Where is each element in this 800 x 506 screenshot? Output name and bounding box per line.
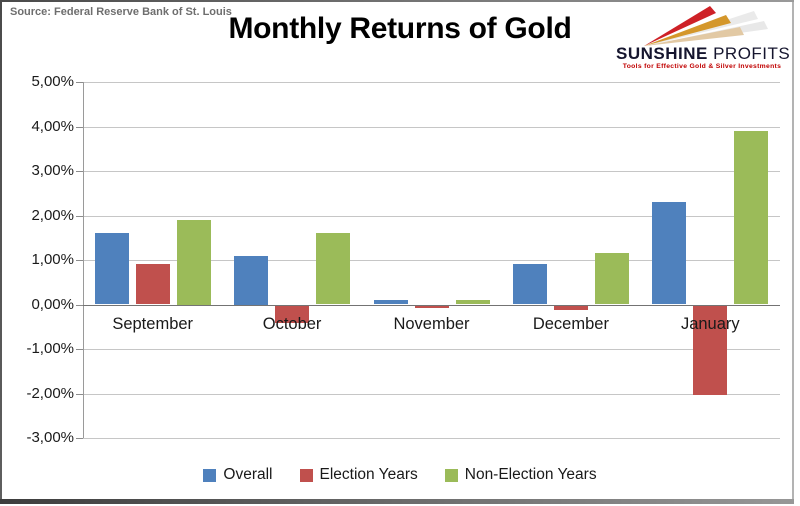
bar-overall-december	[512, 264, 547, 305]
y-axis-line	[83, 82, 84, 438]
legend-item-overall: Overall	[203, 466, 273, 484]
legend-swatch-icon	[299, 468, 313, 482]
y-axis-tick	[76, 126, 83, 128]
gridline	[83, 171, 780, 172]
source-note: Source: Federal Reserve Bank of St. Loui…	[10, 6, 232, 18]
y-axis-tick-label: -1,00%	[26, 340, 74, 357]
logo-tagline: Tools for Effective Gold & Silver Invest…	[622, 63, 782, 70]
chart-legend: Overall Election Years Non-Election Years	[0, 466, 800, 484]
y-axis-tick	[76, 393, 83, 395]
legend-label: Non-Election Years	[464, 466, 597, 483]
bar-election-years-november	[414, 305, 449, 308]
frame-border-top	[0, 0, 794, 2]
bar-non-election-years-january	[734, 130, 769, 305]
gridline	[83, 438, 780, 439]
gridline	[83, 215, 780, 217]
sun-rays-icon	[644, 6, 768, 46]
gridline	[83, 260, 780, 261]
frame-border-bottom	[0, 499, 794, 504]
legend-item-non-election-years: Non-Election Years	[444, 466, 597, 484]
chart-title: Monthly Returns of Gold	[228, 12, 572, 45]
frame-border-left	[0, 0, 2, 503]
legend-label: Overall	[223, 466, 273, 483]
bar-non-election-years-october	[316, 233, 351, 305]
y-axis-tick	[76, 438, 83, 439]
y-axis-tick	[76, 304, 83, 306]
x-axis-label: December	[532, 314, 609, 333]
gridline	[83, 349, 780, 350]
y-axis-tick-label: 1,00%	[31, 251, 74, 268]
gridline	[83, 393, 780, 395]
y-axis-tick	[76, 260, 83, 261]
zero-axis-line	[83, 304, 780, 306]
logo-name-primary: SUNSHINE	[616, 44, 708, 63]
x-axis-label: September	[112, 314, 194, 333]
bar-overall-october	[234, 255, 269, 305]
sunshine-profits-logo: SUNSHINE PROFITS Tools for Effective Gol…	[616, 5, 791, 70]
gridline	[83, 126, 780, 128]
y-axis-tick-label: 2,00%	[31, 206, 74, 224]
y-axis-tick	[76, 171, 83, 172]
bar-overall-november	[373, 300, 408, 305]
y-axis-tick	[76, 349, 83, 350]
legend-label: Election Years	[319, 466, 418, 483]
logo-name-secondary: PROFITS	[707, 44, 791, 63]
bar-election-years-october	[275, 305, 310, 324]
y-axis-tick-label: 0,00%	[31, 295, 74, 313]
y-axis-tick-label: 4,00%	[31, 117, 74, 135]
logo-name: SUNSHINE PROFITS	[616, 44, 791, 63]
bar-overall-september	[94, 233, 129, 305]
y-axis-tick-label: 5,00%	[31, 73, 74, 90]
gridline	[83, 82, 780, 83]
y-axis-tick-label: 3,00%	[31, 162, 74, 179]
y-axis-tick	[76, 82, 83, 83]
bar-election-years-december	[553, 305, 588, 310]
legend-swatch-icon	[203, 468, 217, 482]
legend-swatch-icon	[444, 468, 458, 482]
bar-election-years-september	[135, 264, 170, 305]
bar-non-election-years-september	[176, 220, 211, 305]
bar-non-election-years-december	[594, 253, 629, 305]
y-axis-tick-label: -3,00%	[26, 429, 74, 446]
bar-election-years-january	[693, 305, 728, 395]
bar-non-election-years-november	[455, 300, 490, 305]
bar-overall-january	[652, 202, 687, 305]
x-axis-label: November	[393, 314, 470, 333]
x-axis-label: January	[680, 314, 740, 333]
frame-border-right	[792, 2, 794, 503]
y-axis-tick-label: -2,00%	[26, 384, 74, 402]
legend-item-election-years: Election Years	[299, 466, 418, 484]
x-axis-label: October	[262, 314, 322, 333]
y-axis-tick	[76, 215, 83, 217]
